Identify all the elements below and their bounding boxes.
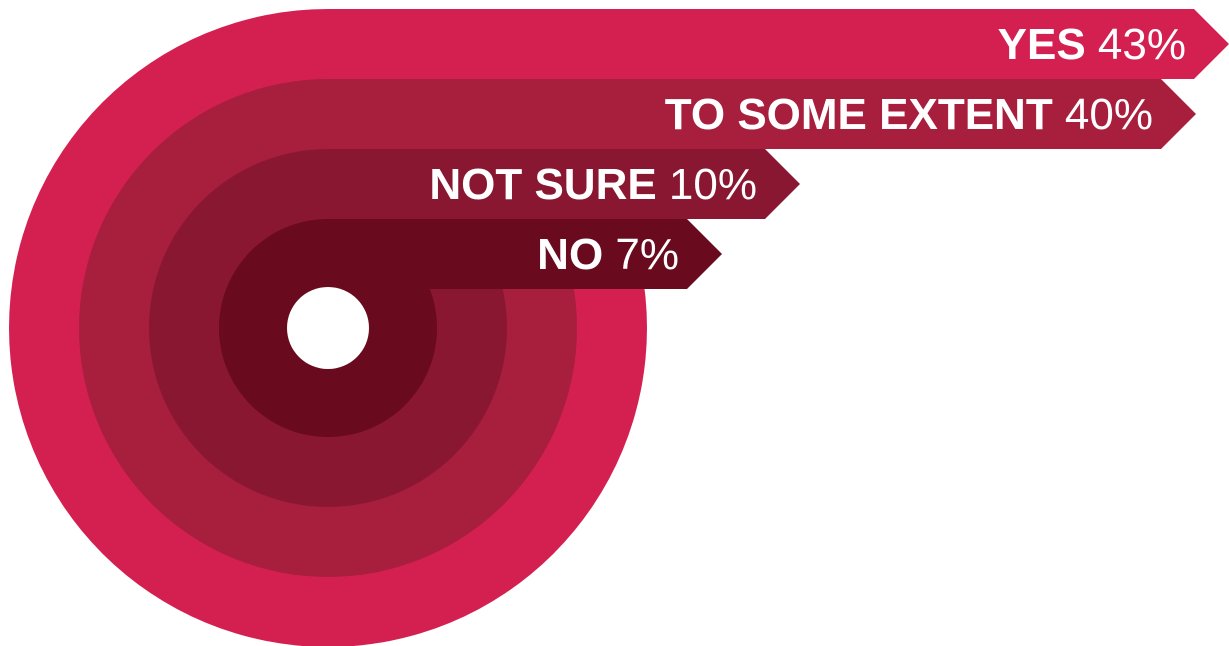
value-label: 10%: [669, 160, 757, 209]
data-label-no: NO 7%: [537, 230, 679, 279]
data-label-yes: YES 43%: [998, 20, 1186, 69]
value-label: 7%: [615, 230, 679, 279]
value-label: 43%: [1098, 20, 1186, 69]
category-label: NOT SURE: [429, 160, 669, 209]
banner-not-sure: [328, 149, 800, 219]
center-hole: [287, 287, 369, 369]
banner-no: [328, 219, 722, 289]
category-label: NO: [537, 230, 615, 279]
banners-group: YES 43% TO SOME EXTENT 40% NOT SURE 10% NO …: [328, 9, 1229, 289]
category-label: YES: [998, 20, 1098, 69]
banner-to-some-extent: [328, 79, 1196, 149]
category-label: TO SOME EXTENT: [665, 90, 1065, 139]
data-label-to-some-extent: TO SOME EXTENT 40%: [665, 90, 1153, 139]
data-label-not-sure: NOT SURE 10%: [429, 160, 757, 209]
value-label: 40%: [1065, 90, 1153, 139]
banner-yes: [328, 9, 1229, 79]
